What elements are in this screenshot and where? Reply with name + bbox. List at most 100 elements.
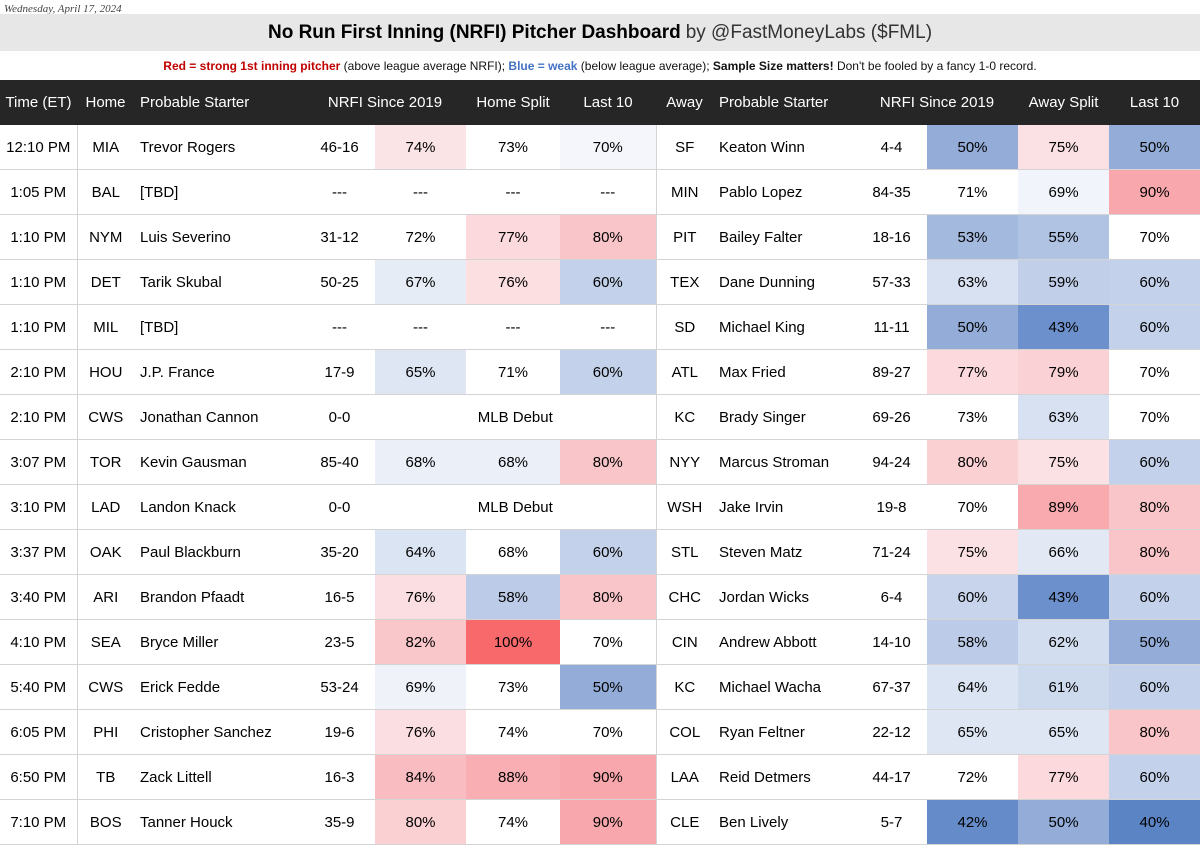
away-split-pct: 89% xyxy=(1018,484,1110,530)
away-starter: Marcus Stroman xyxy=(713,439,857,485)
table-row: 1:10 PM DET Tarik Skubal 50-25 67% 76% 60% TEX D… xyxy=(0,259,1200,305)
home-split-pct: 73% xyxy=(466,125,561,170)
away-nrfi-record: 18-16 xyxy=(856,214,928,260)
home-mlb-debut: MLB Debut xyxy=(375,484,657,530)
byline: by @FastMoneyLabs ($FML) xyxy=(685,21,933,43)
home-nrfi-record: 31-12 xyxy=(304,214,375,260)
away-last10-pct: 70% xyxy=(1109,349,1200,395)
game-time: 3:07 PM xyxy=(0,439,78,485)
away-last10-pct: 70% xyxy=(1109,214,1200,260)
home-split-pct: 68% xyxy=(466,529,561,575)
game-time: 7:10 PM xyxy=(0,799,78,845)
away-team: KC xyxy=(656,664,714,710)
away-split-pct: 79% xyxy=(1018,349,1110,395)
col-header-away-starter: Probable Starter xyxy=(713,80,857,125)
home-team: NYM xyxy=(77,214,134,260)
away-nrfi-pct: 72% xyxy=(927,754,1019,800)
away-starter: Max Fried xyxy=(713,349,857,395)
table-row: 1:10 PM NYM Luis Severino 31-12 72% 77% 80% PIT… xyxy=(0,214,1200,260)
home-nrfi-pct: 69% xyxy=(375,664,467,710)
home-nrfi-record: 16-5 xyxy=(304,574,375,620)
home-nrfi-record: 35-9 xyxy=(304,799,375,845)
table-row: 12:10 PM MIA Trevor Rogers 46-16 74% 73% 70% SF… xyxy=(0,125,1200,170)
away-nrfi-pct: 63% xyxy=(927,259,1019,305)
home-last10-pct: 60% xyxy=(560,349,657,395)
home-nrfi-record: 23-5 xyxy=(304,619,375,665)
home-team: BOS xyxy=(77,799,134,845)
home-nrfi-record: 16-3 xyxy=(304,754,375,800)
away-last10-pct: 80% xyxy=(1109,529,1200,575)
home-starter: Brandon Pfaadt xyxy=(134,574,304,620)
away-nrfi-pct: 65% xyxy=(927,709,1019,755)
game-time: 5:40 PM xyxy=(0,664,78,710)
table-row: 3:40 PM ARI Brandon Pfaadt 16-5 76% 58% 80% CHC… xyxy=(0,574,1200,620)
away-nrfi-record: 71-24 xyxy=(856,529,928,575)
home-team: CWS xyxy=(77,664,134,710)
away-last10-pct: 60% xyxy=(1109,664,1200,710)
away-starter: Steven Matz xyxy=(713,529,857,575)
away-split-pct: 75% xyxy=(1018,439,1110,485)
legend-red-label: Red = strong 1st inning pitcher xyxy=(163,59,341,73)
away-nrfi-pct: 50% xyxy=(927,304,1019,350)
away-split-pct: 69% xyxy=(1018,169,1110,215)
away-nrfi-record: 11-11 xyxy=(856,304,928,350)
away-nrfi-record: 69-26 xyxy=(856,394,928,440)
home-team: SEA xyxy=(77,619,134,665)
col-header-away-nrfi: NRFI Since 2019 xyxy=(856,80,1019,125)
away-nrfi-pct: 77% xyxy=(927,349,1019,395)
away-team: SD xyxy=(656,304,714,350)
away-nrfi-record: 4-4 xyxy=(856,125,928,170)
home-team: HOU xyxy=(77,349,134,395)
away-team: NYY xyxy=(656,439,714,485)
home-nrfi-record: 46-16 xyxy=(304,125,375,170)
col-header-home-split: Home Split xyxy=(466,80,561,125)
home-last10-pct: 60% xyxy=(560,259,657,305)
away-nrfi-pct: 64% xyxy=(927,664,1019,710)
home-starter: Erick Fedde xyxy=(134,664,304,710)
away-team: KC xyxy=(656,394,714,440)
home-mlb-debut: MLB Debut xyxy=(375,394,657,440)
away-starter: Jake Irvin xyxy=(713,484,857,530)
game-time: 12:10 PM xyxy=(0,125,78,170)
header-row: Time (ET) Home Probable Starter NRFI Sin… xyxy=(0,80,1200,125)
away-nrfi-record: 14-10 xyxy=(856,619,928,665)
away-starter: Jordan Wicks xyxy=(713,574,857,620)
away-team: MIN xyxy=(656,169,714,215)
home-team: TOR xyxy=(77,439,134,485)
home-nrfi-pct: 74% xyxy=(375,125,467,170)
game-time: 2:10 PM xyxy=(0,394,78,440)
away-last10-pct: 60% xyxy=(1109,754,1200,800)
away-nrfi-pct: 73% xyxy=(927,394,1019,440)
home-nrfi-record: 17-9 xyxy=(304,349,375,395)
home-starter: Zack Littell xyxy=(134,754,304,800)
away-last10-pct: 90% xyxy=(1109,169,1200,215)
legend-sample-label: Sample Size matters! xyxy=(712,59,834,73)
home-team: TB xyxy=(77,754,134,800)
home-starter: Luis Severino xyxy=(134,214,304,260)
home-nrfi-pct: 76% xyxy=(375,574,467,620)
home-starter: Tarik Skubal xyxy=(134,259,304,305)
home-split-pct: 73% xyxy=(466,664,561,710)
away-nrfi-record: 6-4 xyxy=(856,574,928,620)
table-row: 5:40 PM CWS Erick Fedde 53-24 69% 73% 50% KC Mic… xyxy=(0,664,1200,710)
home-split-pct: 88% xyxy=(466,754,561,800)
home-nrfi-pct: 64% xyxy=(375,529,467,575)
game-time: 6:50 PM xyxy=(0,754,78,800)
home-nrfi-pct: --- xyxy=(375,304,467,350)
away-nrfi-pct: 70% xyxy=(927,484,1019,530)
home-nrfi-record: --- xyxy=(304,304,375,350)
home-split-pct: 74% xyxy=(466,709,561,755)
away-starter: Pablo Lopez xyxy=(713,169,857,215)
away-starter: Brady Singer xyxy=(713,394,857,440)
away-team: TEX xyxy=(656,259,714,305)
table-row: 4:10 PM SEA Bryce Miller 23-5 82% 100% 70% CIN A… xyxy=(0,619,1200,665)
home-last10-pct: 80% xyxy=(560,439,657,485)
away-nrfi-record: 94-24 xyxy=(856,439,928,485)
game-time: 3:40 PM xyxy=(0,574,78,620)
col-header-away-split: Away Split xyxy=(1018,80,1110,125)
home-last10-pct: 70% xyxy=(560,619,657,665)
home-nrfi-pct: 76% xyxy=(375,709,467,755)
away-starter: Bailey Falter xyxy=(713,214,857,260)
home-nrfi-pct: 68% xyxy=(375,439,467,485)
home-split-pct: 76% xyxy=(466,259,561,305)
